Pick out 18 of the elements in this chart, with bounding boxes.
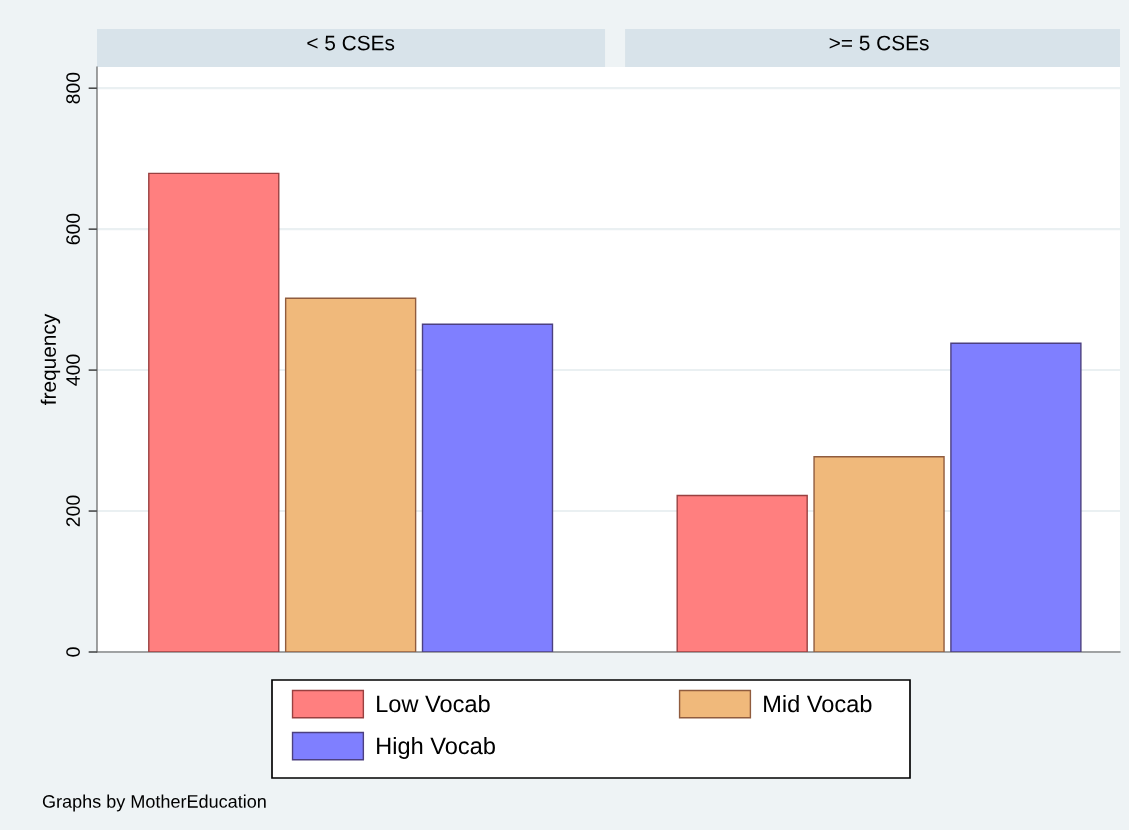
bar — [421, 323, 554, 652]
y-axis-title: frequency — [40, 313, 61, 405]
y-tick-label: 0 — [66, 647, 80, 657]
x-tick-label: < 5 CSEs — [307, 35, 395, 51]
y-tick-label: 600 — [66, 213, 80, 245]
bar — [676, 494, 808, 652]
legend-label: Low Vocab — [377, 694, 490, 713]
y-tick-label: 200 — [66, 495, 80, 527]
bar — [148, 172, 280, 652]
y-tick-label: 400 — [66, 354, 80, 386]
y-tick-label: 800 — [66, 72, 80, 104]
legend-label: Mid Vocab — [764, 694, 872, 713]
bar — [950, 342, 1082, 652]
bar — [813, 456, 945, 652]
x-tick-label: >= 5 CSEs — [829, 35, 929, 51]
legend-label: High Vocab — [377, 736, 495, 759]
text: Graphs by MotherEducation — [42, 794, 266, 812]
bar — [284, 297, 417, 652]
